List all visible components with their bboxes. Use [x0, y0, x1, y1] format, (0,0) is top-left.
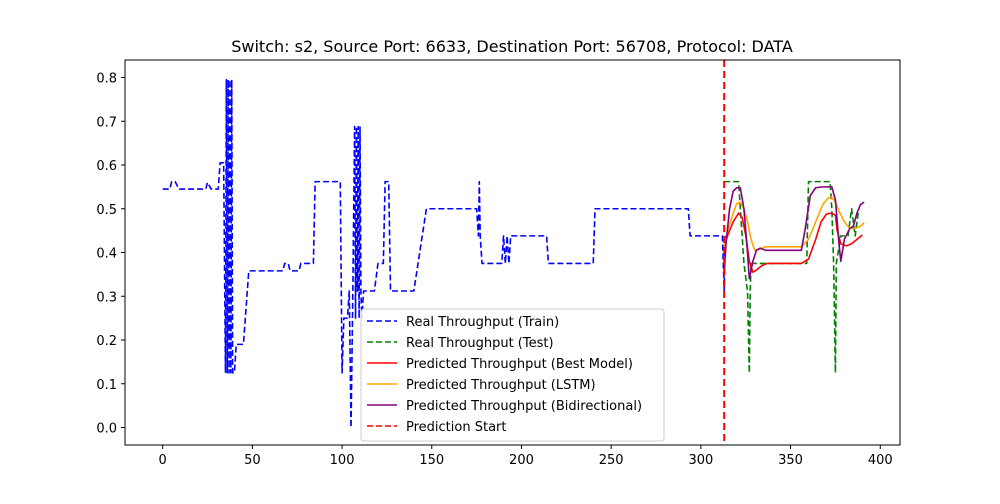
y-tick-label: 0.6 [96, 159, 117, 174]
x-tick-label: 100 [330, 453, 355, 468]
series-line-3 [723, 212, 863, 273]
x-tick-label: 200 [509, 453, 534, 468]
y-tick-label: 0.0 [96, 422, 117, 437]
y-tick-label: 0.3 [96, 290, 117, 305]
x-tick-label: 300 [688, 453, 713, 468]
x-tick-label: 400 [868, 453, 893, 468]
plot-area: 0 50 100 150 200 250 300 350 400 0.0 0.1 0.2 0.3 0.4 0… [96, 59, 901, 468]
x-tick-label: 150 [419, 453, 444, 468]
x-tick-label: 350 [778, 453, 803, 468]
series-line-1 [162, 78, 726, 429]
data-layer [162, 60, 865, 445]
legend-label: Predicted Throughput (Best Model) [406, 357, 633, 372]
series-line-2 [724, 180, 860, 374]
x-tick-label: 250 [599, 453, 624, 468]
legend-label: Real Throughput (Test) [406, 336, 554, 351]
y-tick-label: 0.1 [96, 378, 117, 393]
y-tick-label: 0.7 [96, 115, 117, 130]
series-line-5 [723, 186, 865, 280]
legend-label: Predicted Throughput (LSTM) [406, 378, 596, 393]
x-tick-label: 0 [159, 453, 167, 468]
y-tick-label: 0.8 [96, 72, 117, 87]
legend-label: Prediction Start [406, 420, 506, 435]
y-tick-label: 0.2 [96, 334, 117, 349]
legend-label: Predicted Throughput (Bidirectional) [406, 399, 642, 414]
y-tick-label: 0.4 [96, 247, 117, 262]
legend: Real Throughput (Train) Real Throughput (… [360, 308, 665, 442]
legend-box [360, 308, 665, 442]
x-tick-label: 50 [244, 453, 261, 468]
legend-label: Real Throughput (Train) [406, 315, 559, 330]
y-tick-label: 0.5 [96, 203, 117, 218]
chart-title: Switch: s2, Source Port: 6633, Destinati… [231, 37, 793, 56]
